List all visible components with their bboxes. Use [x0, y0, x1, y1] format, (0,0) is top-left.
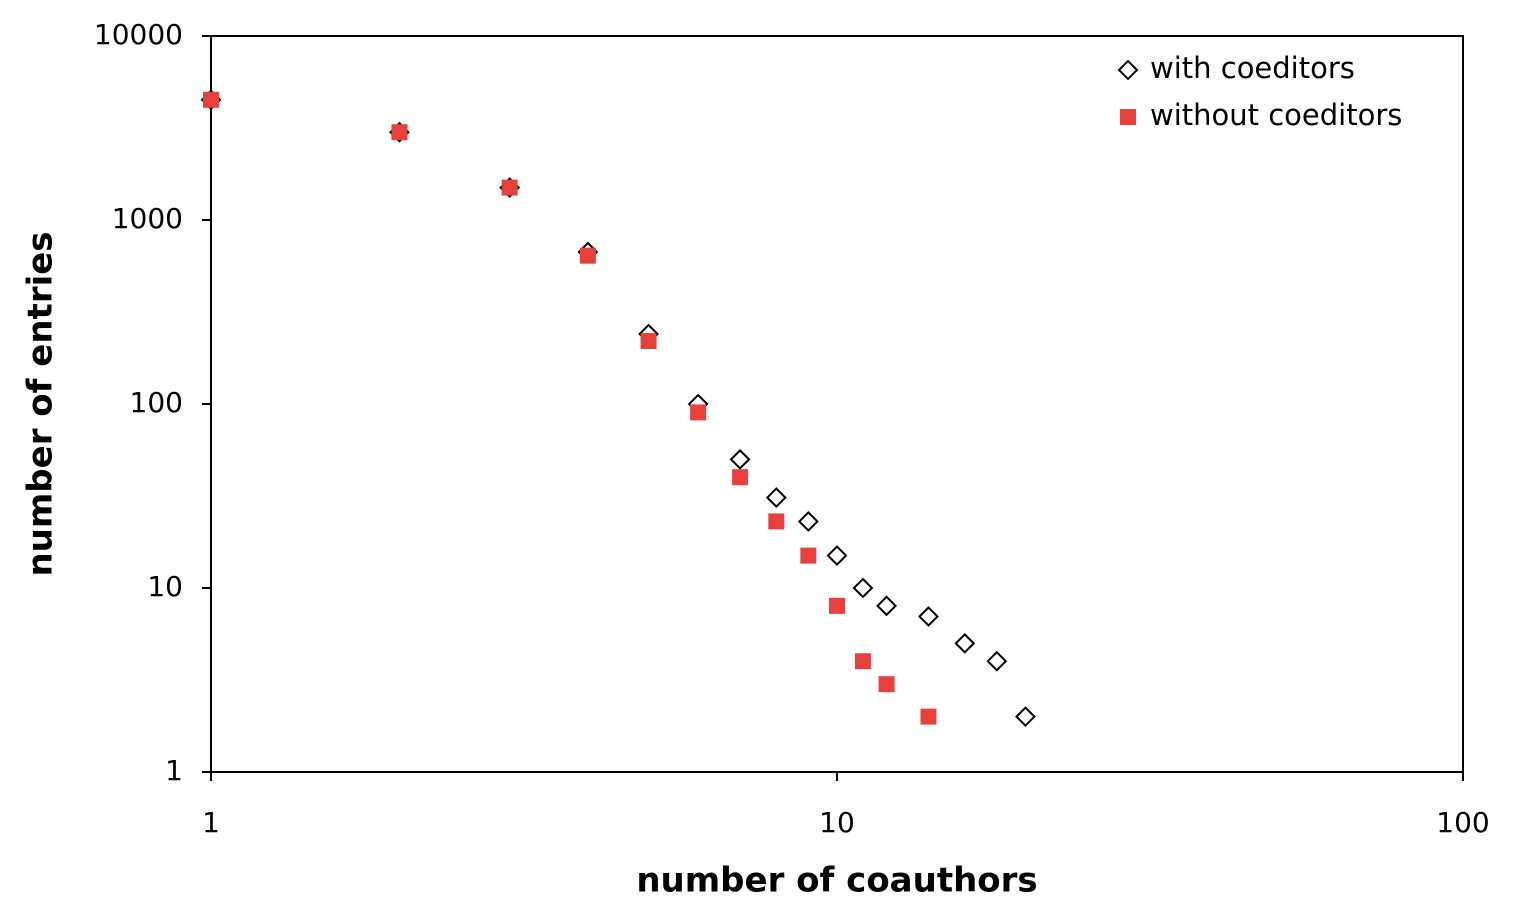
y-tick-label: 100 [130, 386, 183, 419]
point [826, 545, 848, 567]
plot-frame [210, 35, 1464, 773]
point [920, 708, 937, 725]
point [852, 577, 874, 599]
x-tick-label: 100 [1436, 806, 1489, 839]
point [640, 332, 657, 349]
y-axis-title: number of entries [21, 231, 61, 576]
legend-marker [1117, 59, 1139, 81]
legend-marker [1120, 109, 1136, 125]
point [690, 404, 707, 421]
point [876, 595, 897, 617]
point [501, 179, 518, 196]
point [768, 513, 785, 530]
x-tick-label: 1 [202, 806, 220, 839]
point [829, 597, 845, 614]
x-axis-title: number of coauthors [636, 861, 1037, 901]
point [729, 448, 751, 470]
point [797, 511, 819, 532]
y-tick-label: 10 [147, 570, 183, 603]
point [954, 632, 976, 654]
point [918, 606, 939, 627]
x-tick-label: 10 [819, 806, 855, 839]
point [878, 676, 895, 693]
point [1015, 706, 1036, 728]
legend-label: with coeditors [1150, 51, 1355, 85]
legend-label: without coeditors [1150, 98, 1402, 132]
point [854, 653, 871, 670]
y-tick-label: 10000 [94, 18, 183, 51]
point [732, 469, 749, 486]
point [579, 247, 596, 264]
y-tick-label: 1 [165, 754, 183, 787]
point [203, 91, 219, 108]
y-tick-label: 1000 [112, 202, 183, 235]
point [765, 487, 787, 509]
point [986, 650, 1008, 672]
point [800, 547, 817, 564]
point [391, 124, 408, 141]
